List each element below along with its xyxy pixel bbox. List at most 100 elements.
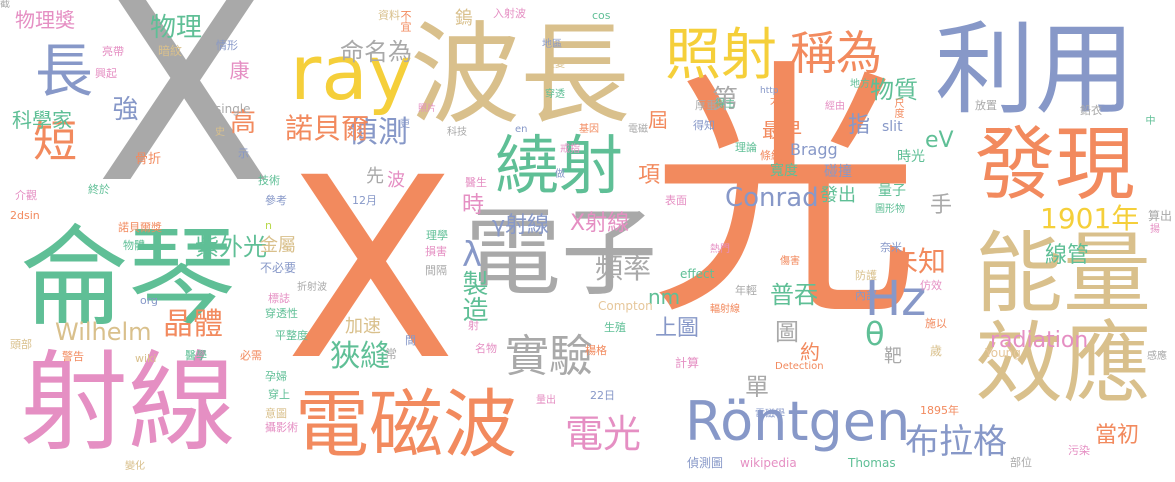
word-160: 部位	[1010, 456, 1032, 469]
word-40: θ	[865, 315, 885, 353]
word-35: 頻率	[595, 252, 652, 285]
word-131: 物體	[123, 239, 145, 252]
word-105: 鉛衣	[1080, 104, 1102, 117]
word-97: 得主	[715, 99, 735, 110]
word-60: 項	[638, 163, 661, 188]
word-125: 表面	[665, 194, 687, 207]
word-150: 孕婦	[265, 370, 287, 383]
word-103: 中	[1143, 115, 1154, 125]
word-82: Detection	[775, 361, 824, 372]
word-7: 利用	[935, 11, 1135, 128]
word-38: radiation	[990, 328, 1089, 353]
word-81: wikipedia	[740, 456, 797, 470]
word-69: 康	[226, 60, 250, 80]
word-17: Röntgen	[685, 390, 911, 453]
word-156: 變化	[125, 461, 145, 472]
word-16: 稱為	[790, 26, 882, 80]
word-130: 諾貝爾獎	[118, 221, 162, 234]
word-99: 經由	[825, 101, 845, 112]
word-63: 線管	[1045, 243, 1090, 268]
word-2: 光	[650, 37, 920, 352]
word-121: 示	[238, 147, 249, 160]
word-143: wiki	[135, 352, 157, 365]
word-18: 電光	[565, 412, 642, 456]
word-153: 22日	[590, 389, 615, 402]
word-55: 手	[930, 193, 953, 218]
word-78: 計算	[675, 356, 700, 370]
word-89: 暗紋	[158, 44, 183, 58]
word-12: 發現	[975, 118, 1135, 211]
word-68: 波	[384, 170, 405, 188]
word-149: 楊格	[585, 344, 607, 357]
word-24: 晶體	[163, 307, 223, 342]
word-10: 能量	[975, 222, 1152, 325]
word-151: 穿上	[268, 388, 290, 401]
word-19: 長	[25, 40, 93, 98]
word-30: 1901年	[1040, 202, 1140, 235]
word-84: 鎢	[455, 8, 473, 29]
word-51: 第	[712, 85, 739, 115]
word-140: 警告	[62, 350, 84, 363]
word-86: cos	[592, 9, 611, 22]
word-62: 金屬	[260, 235, 296, 256]
word-45: 普吞	[770, 281, 818, 309]
word-126: 12月	[352, 194, 377, 207]
word-33: X射線	[570, 211, 630, 236]
word-173: 損害	[425, 245, 447, 258]
word-72: 碰撞	[824, 164, 852, 180]
word-87: 不宜	[399, 10, 412, 32]
word-122: 技術	[258, 174, 280, 187]
word-174: 理學	[426, 229, 448, 242]
word-123: 參考	[265, 194, 287, 207]
word-106: 厚重	[695, 99, 717, 112]
word-48: 物理	[150, 13, 203, 43]
word-44: 製造	[458, 270, 488, 322]
word-94: 地區	[542, 39, 562, 50]
word-11: 效應	[975, 312, 1152, 415]
word-147: 生殖	[604, 321, 626, 334]
word-75: slit	[882, 119, 903, 135]
word-56: nm	[648, 285, 681, 309]
word-22: Hz	[865, 271, 927, 327]
word-172: 間隔	[425, 264, 447, 277]
word-117: 做	[555, 169, 565, 180]
word-109: 條紋	[760, 149, 782, 162]
word-13: ray	[290, 28, 413, 117]
word-145: 常	[385, 347, 398, 361]
word-9: 電磁波	[295, 382, 517, 468]
word-83: 偵測圖	[687, 456, 724, 470]
word-57: 上圖	[655, 316, 700, 341]
word-31: 未知	[890, 245, 947, 278]
word-39: 單	[745, 373, 769, 401]
word-155: 攝影術	[265, 421, 298, 434]
word-64: 發出	[820, 185, 856, 206]
word-61: 加速	[345, 316, 381, 337]
word-120: 骨折	[135, 152, 162, 167]
word-21: 實驗	[505, 331, 593, 382]
word-100: 尺度	[892, 98, 903, 118]
word-41: λ	[462, 235, 483, 275]
word-152: 量出	[536, 395, 556, 406]
word-66: 靶	[884, 346, 902, 367]
word-162: 歲	[930, 344, 943, 358]
word-166: 奈米	[880, 241, 902, 254]
word-168: 傷害	[780, 256, 800, 267]
word-139: 頭部	[10, 338, 32, 351]
word-71: 寬度	[770, 163, 798, 179]
word-134: 折射波	[297, 282, 327, 293]
word-74: 量子	[878, 183, 906, 199]
word-28: 諾貝爾	[285, 112, 370, 145]
word-54: 指	[848, 113, 871, 138]
word-133: 不必要	[260, 261, 297, 275]
word-8: 電子	[465, 197, 657, 309]
word-42: 強	[108, 95, 138, 121]
word-6: 波長	[410, 11, 630, 139]
word-53: 最早	[762, 118, 802, 142]
word-112: 電磁	[628, 124, 648, 135]
word-5: 射線	[20, 341, 237, 466]
word-77: effect	[680, 267, 715, 281]
word-154: 意圖	[265, 407, 287, 420]
word-119: 史	[215, 127, 225, 138]
word-161: 感應	[1147, 351, 1167, 362]
